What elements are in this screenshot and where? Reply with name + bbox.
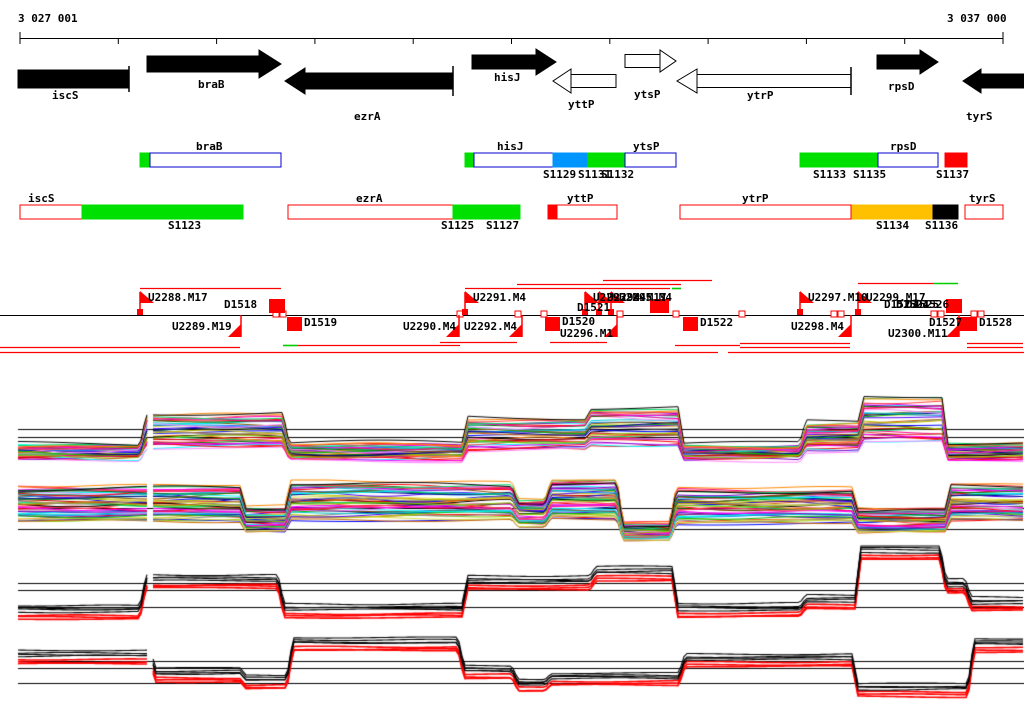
marker-base-square <box>930 310 938 318</box>
marker-anchor <box>462 309 468 315</box>
segment-box[interactable] <box>944 152 968 168</box>
marker-flag-down[interactable] <box>446 324 459 337</box>
gene-hisJ-arrow[interactable] <box>471 54 537 70</box>
marker-flag-up[interactable] <box>611 291 625 303</box>
segment-box[interactable] <box>587 152 626 168</box>
marker-box[interactable] <box>269 299 285 313</box>
marker-base-square <box>738 310 746 318</box>
gene-rpsD-arrow-head[interactable] <box>919 49 939 75</box>
gene-braB-arrow[interactable] <box>146 55 260 73</box>
marker-flag-down[interactable] <box>946 324 959 337</box>
gene-yttP-arrow-head[interactable] <box>552 68 572 94</box>
marker-flag-up[interactable] <box>585 291 599 303</box>
marker-anchor <box>797 309 803 315</box>
marker-flag-down[interactable] <box>604 324 617 337</box>
segment-box[interactable] <box>473 152 554 168</box>
gene-ezrA-arrow[interactable] <box>304 72 454 90</box>
marker-box[interactable] <box>683 317 698 331</box>
marker-anchor <box>855 309 861 315</box>
marker-base-square <box>970 310 978 318</box>
marker-flag-down[interactable] <box>838 324 851 337</box>
segment-box[interactable] <box>556 204 618 220</box>
marker-anchor <box>582 309 588 315</box>
segment-box[interactable] <box>679 204 852 220</box>
segment-box[interactable] <box>139 152 151 168</box>
segment-box[interactable] <box>547 204 558 220</box>
marker-base-square <box>672 310 680 318</box>
marker-anchor <box>608 309 614 315</box>
segment-box[interactable] <box>552 152 589 168</box>
marker-box[interactable] <box>650 299 669 313</box>
gene-yttP-arrow[interactable] <box>570 74 617 88</box>
segment-box[interactable] <box>964 204 1004 220</box>
gene-braB-arrow-head[interactable] <box>258 49 282 79</box>
gene-rpsD-arrow[interactable] <box>876 54 921 70</box>
marker-flag-up[interactable] <box>858 291 872 303</box>
gene-iscS-arrow[interactable] <box>17 69 130 89</box>
marker-flag-down[interactable] <box>228 324 241 337</box>
marker-flag-up[interactable] <box>800 291 814 303</box>
marker-base-square <box>937 310 945 318</box>
gene-ytsP-arrow[interactable] <box>624 54 661 68</box>
marker-box[interactable] <box>971 317 977 331</box>
gene-ezrA-arrow-head[interactable] <box>284 67 306 95</box>
gene-tyrS-arrow-head[interactable] <box>962 68 982 94</box>
gene-tyrS-arrow[interactable] <box>980 73 1024 89</box>
marker-base-square <box>616 310 624 318</box>
marker-flag-up[interactable] <box>599 291 613 303</box>
marker-flag-up[interactable] <box>140 291 154 303</box>
gene-ytrP-arrow-head[interactable] <box>676 68 698 94</box>
marker-base-square <box>977 310 985 318</box>
gene-ytsP-arrow-head[interactable] <box>659 49 677 73</box>
marker-base-square <box>540 310 548 318</box>
marker-box[interactable] <box>957 317 972 331</box>
marker-base-square <box>837 310 845 318</box>
marker-base-square <box>830 310 838 318</box>
gene-ytrP-arrow[interactable] <box>696 74 852 88</box>
segment-box[interactable] <box>851 204 934 220</box>
marker-box[interactable] <box>287 317 302 331</box>
marker-box[interactable] <box>545 317 560 331</box>
marker-box[interactable] <box>946 299 962 313</box>
segment-box[interactable] <box>464 152 475 168</box>
segment-box[interactable] <box>452 204 521 220</box>
segment-box[interactable] <box>624 152 677 168</box>
segment-box[interactable] <box>932 204 959 220</box>
gene-hisJ-arrow-head[interactable] <box>535 48 557 76</box>
segment-box[interactable] <box>149 152 282 168</box>
marker-flag-up[interactable] <box>465 291 479 303</box>
marker-flag-down[interactable] <box>509 324 522 337</box>
marker-base-square <box>514 310 522 318</box>
segment-box[interactable] <box>287 204 454 220</box>
segment-box[interactable] <box>877 152 939 168</box>
segment-box[interactable] <box>799 152 879 168</box>
marker-anchor <box>596 309 602 315</box>
segment-box[interactable] <box>19 204 83 220</box>
segment-box[interactable] <box>81 204 244 220</box>
marker-anchor <box>137 309 143 315</box>
